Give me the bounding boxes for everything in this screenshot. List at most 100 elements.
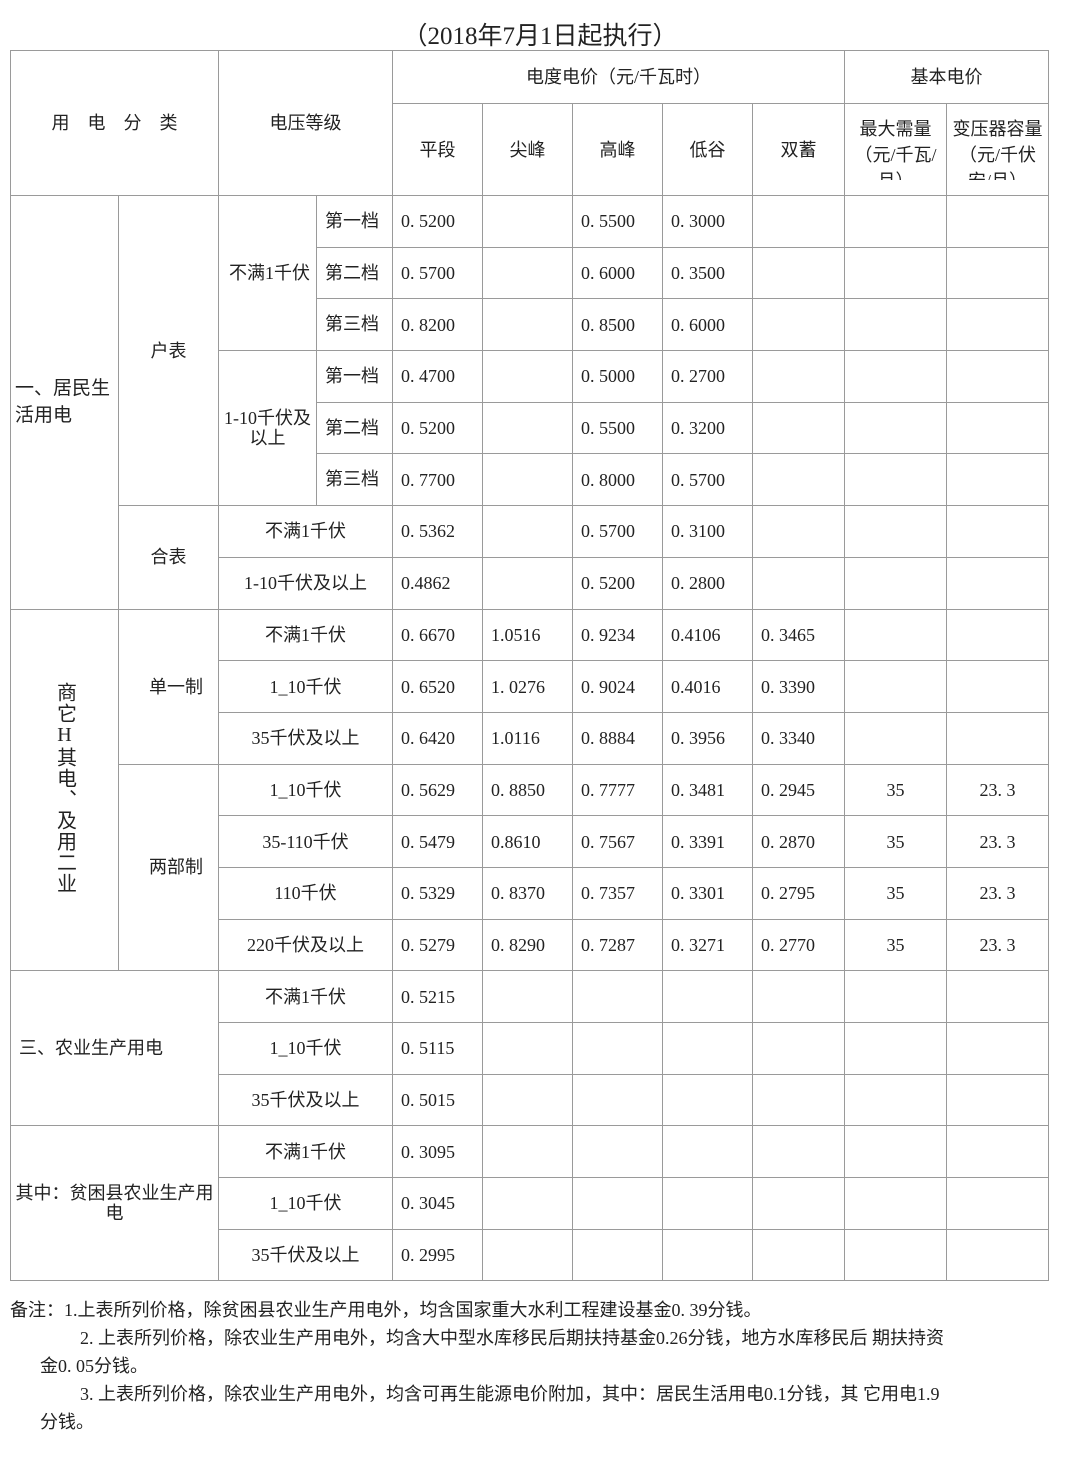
- price-cell: 0. 7777: [572, 763, 663, 817]
- voltage-level: 220千伏及以上: [218, 918, 393, 972]
- price-cell: 0. 7287: [572, 918, 663, 972]
- table-row: 第三档 0. 8200 0. 8500 0. 6000: [11, 298, 1050, 352]
- table-row: 两部制 1_10千伏 0. 5629 0. 8850 0. 7777 0. 3481 0. …: [11, 763, 1050, 972]
- voltage-level: 1-10千伏及以上: [218, 556, 393, 610]
- header-voltage: 电压等级: [218, 50, 393, 196]
- price-cell: [751, 1228, 846, 1282]
- voltage-group-high: 1-10千伏及以上: [218, 350, 317, 507]
- price-cell: [751, 195, 846, 248]
- price-cell: 0. 2795: [751, 866, 846, 920]
- price-cell: 0. 2945: [751, 763, 846, 817]
- price-cell: [662, 1022, 753, 1075]
- voltage-level: 第一档: [316, 350, 393, 403]
- price-cell: 0. 7567: [572, 815, 663, 868]
- price-cell: [844, 1125, 948, 1179]
- price-cell: 0. 4700: [392, 350, 483, 403]
- price-cell: [662, 1228, 753, 1282]
- price-cell: 0. 8000: [572, 453, 663, 507]
- voltage-level: 1_10千伏: [218, 660, 393, 713]
- price-cell: 0. 3100: [662, 505, 753, 558]
- table-row: 35千伏及以上 0. 5015: [11, 1073, 1050, 1127]
- price-cell: 0. 3095: [392, 1125, 483, 1179]
- price-cell: [572, 1177, 663, 1230]
- price-cell: 0.4862: [392, 556, 483, 610]
- voltage-level: 1_10千伏: [218, 1177, 393, 1230]
- table-row: 合表 不满1千伏 0. 5362 0. 5700 0. 3100: [11, 505, 1050, 610]
- subcategory-household-meter: 户表: [118, 194, 219, 507]
- price-cell: [482, 1228, 573, 1282]
- price-cell: [946, 1125, 1050, 1179]
- price-cell: [572, 1022, 663, 1075]
- price-cell: [844, 401, 948, 455]
- price-cell: 0. 3500: [662, 246, 753, 300]
- price-cell: [946, 970, 1050, 1023]
- price-cell: 0. 8370: [482, 866, 573, 920]
- price-cell: [751, 350, 846, 403]
- price-cell: 0. 3956: [662, 711, 753, 765]
- price-cell: [946, 1022, 1050, 1075]
- price-cell: [662, 970, 753, 1023]
- price-cell: 0. 2995: [392, 1228, 483, 1282]
- table-row: 三、农业生产用电 不满1千伏 0. 5215: [10, 970, 1050, 1127]
- header-flat: 平段: [392, 103, 483, 196]
- price-cell: [844, 246, 948, 300]
- price-cell: 0. 5479: [392, 815, 483, 868]
- price-cell: 23. 3: [946, 763, 1050, 817]
- price-cell: [844, 505, 948, 558]
- price-cell: 0. 5015: [392, 1073, 483, 1127]
- price-cell: [751, 1022, 846, 1075]
- price-cell: 0. 2770: [751, 918, 846, 972]
- price-cell: 0. 8884: [572, 711, 663, 765]
- price-cell: [482, 1073, 573, 1127]
- price-cell: 0. 5200: [572, 556, 663, 610]
- price-cell: 0. 5200: [392, 401, 483, 455]
- price-cell: [751, 401, 846, 455]
- header-valley: 低谷: [662, 103, 753, 196]
- category-residential: 一、居民生活用电: [10, 195, 119, 610]
- price-cell: [482, 401, 573, 455]
- price-cell: 0. 3390: [751, 660, 846, 713]
- price-cell: [844, 970, 948, 1023]
- price-cell: [572, 1125, 663, 1179]
- price-cell: 35: [844, 815, 948, 868]
- category-label: 商它H其电、及用二业: [53, 681, 76, 894]
- price-cell: [946, 505, 1050, 558]
- price-cell: 0. 3000: [662, 195, 753, 248]
- table-row: 第三档 0. 7700 0. 8000 0. 5700: [11, 453, 1050, 507]
- price-cell: 0.8610: [482, 815, 573, 868]
- price-cell: 0. 7700: [392, 453, 483, 507]
- price-cell: 0.4016: [662, 660, 753, 713]
- price-cell: 0. 9234: [572, 608, 663, 662]
- table-row: 第二档 0. 5700 0. 6000 0. 3500: [11, 246, 1050, 300]
- price-cell: 23. 3: [946, 866, 1050, 920]
- price-cell: 0. 5200: [392, 195, 483, 248]
- table-row: 1_10千伏 0. 3045: [11, 1177, 1050, 1230]
- note-2-cont: 金0. 05分钱。: [40, 1356, 148, 1376]
- category-poor-county-agriculture: 其中：贫困县农业生产用电: [10, 1125, 219, 1282]
- price-cell: [946, 1228, 1050, 1282]
- price-cell: 0. 3045: [392, 1177, 483, 1230]
- price-cell: 0. 3465: [751, 608, 846, 662]
- voltage-level: 110千伏: [218, 866, 393, 920]
- voltage-level: 不满1千伏: [218, 505, 393, 558]
- header-peak: 高峰: [572, 103, 663, 196]
- voltage-level: 第一档: [316, 195, 393, 248]
- voltage-level: 35千伏及以上: [218, 711, 393, 765]
- voltage-level: 不满1千伏: [218, 1125, 393, 1179]
- price-cell: 0. 5279: [392, 918, 483, 972]
- header-energy-price: 电度电价（元/千瓦时）: [391, 50, 846, 104]
- price-cell: 0. 8850: [482, 763, 573, 817]
- price-cell: 0. 5500: [572, 195, 663, 248]
- table-row: 1_10千伏 0. 6520 1. 0276 0. 9024 0.4016 0. 3390: [11, 660, 1050, 713]
- price-cell: 0. 8290: [482, 918, 573, 972]
- electricity-price-table: 用 电 分 类 电压等级 电度电价（元/千瓦时） 基本电价 平段 尖峰 高峰 低…: [10, 50, 1050, 1282]
- note-3: 3. 上表所列价格，除农业生产用电外，均含可再生能源电价附加，其中：居民生活用电…: [80, 1384, 940, 1404]
- price-cell: [844, 608, 948, 662]
- price-cell: 23. 3: [946, 815, 1050, 868]
- price-cell: [946, 1177, 1050, 1230]
- price-cell: [662, 1177, 753, 1230]
- price-cell: [844, 1073, 948, 1127]
- subcategory-single-rate: 单一制: [118, 608, 219, 765]
- price-cell: 0. 6000: [662, 298, 753, 352]
- voltage-group-low: 不满1千伏: [218, 194, 317, 352]
